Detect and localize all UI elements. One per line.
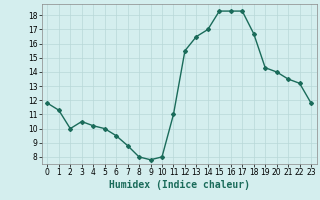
X-axis label: Humidex (Indice chaleur): Humidex (Indice chaleur) [109,180,250,190]
